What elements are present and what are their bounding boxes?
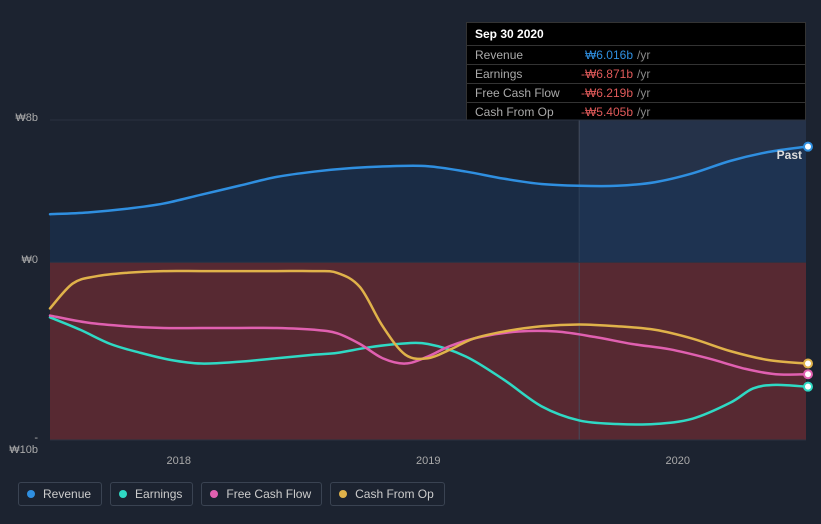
tooltip-row: Free Cash Flow-₩6.219b/yr [467,84,805,103]
legend: Revenue Earnings Free Cash Flow Cash From O… [18,482,445,506]
tooltip-row-label: Cash From Op [475,105,571,119]
legend-label: Free Cash Flow [226,487,311,501]
x-axis-label: 2018 [167,455,191,467]
tooltip-row-value: -₩5.405b [571,105,633,119]
tooltip-date: Sep 30 2020 [467,23,805,46]
chart-tooltip: Sep 30 2020 Revenue₩6.016b/yrEarnings-₩6… [466,22,806,122]
past-label: Past [777,148,802,162]
financials-chart: Past ₩8b₩0-₩10b201820192020 [18,120,806,470]
x-axis-label: 2019 [416,455,440,467]
legend-dot-icon [27,490,35,498]
y-axis-label: ₩8b [8,112,38,124]
tooltip-row-value: -₩6.871b [571,67,633,81]
chart-svg [18,120,806,480]
legend-item[interactable]: Revenue [18,482,102,506]
legend-item[interactable]: Free Cash Flow [201,482,322,506]
tooltip-row-label: Revenue [475,48,571,62]
legend-item[interactable]: Earnings [110,482,193,506]
legend-dot-icon [119,490,127,498]
tooltip-row-label: Earnings [475,67,571,81]
y-axis-label: -₩10b [8,432,38,456]
tooltip-row: Cash From Op-₩5.405b/yr [467,103,805,121]
legend-item[interactable]: Cash From Op [330,482,445,506]
legend-label: Cash From Op [355,487,434,501]
tooltip-row-unit: /yr [633,86,650,100]
tooltip-row: Earnings-₩6.871b/yr [467,65,805,84]
y-axis-label: ₩0 [8,254,38,266]
legend-label: Earnings [135,487,182,501]
x-axis-label: 2020 [665,455,689,467]
tooltip-row-unit: /yr [633,105,650,119]
tooltip-row-value: ₩6.016b [571,48,633,62]
legend-dot-icon [339,490,347,498]
tooltip-row-unit: /yr [633,48,650,62]
legend-dot-icon [210,490,218,498]
tooltip-row: Revenue₩6.016b/yr [467,46,805,65]
tooltip-row-unit: /yr [633,67,650,81]
tooltip-row-value: -₩6.219b [571,86,633,100]
legend-label: Revenue [43,487,91,501]
tooltip-row-label: Free Cash Flow [475,86,571,100]
